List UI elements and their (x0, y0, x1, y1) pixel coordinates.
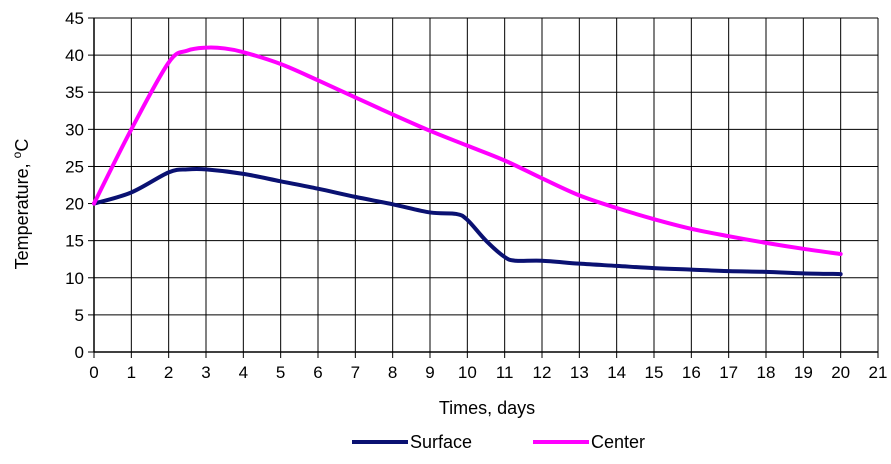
series-line-surface (92, 166, 843, 277)
series-lines (92, 45, 843, 277)
x-tick-label-17: 17 (719, 363, 738, 382)
x-tick-label-14: 14 (607, 363, 626, 382)
axes (88, 17, 879, 358)
x-tick-label-4: 4 (239, 363, 248, 382)
x-tick-label-0: 0 (89, 363, 98, 382)
x-axis-title: Times, days (439, 398, 535, 418)
x-tick-label-19: 19 (794, 363, 813, 382)
x-tick-label-12: 12 (533, 363, 552, 382)
grid (94, 17, 879, 352)
x-tick-label-20: 20 (831, 363, 850, 382)
series-line-center (92, 45, 843, 257)
y-tick-label-30: 30 (65, 120, 84, 139)
y-tick-label-15: 15 (65, 232, 84, 251)
y-tick-label-10: 10 (65, 269, 84, 288)
x-tick-label-13: 13 (570, 363, 589, 382)
x-tick-label-7: 7 (351, 363, 360, 382)
tick-labels: 0 1 2 3 4 5 6 7 8 9 10 11 12 13 14 15 16 17 18 19 20 21051015… (65, 9, 887, 382)
y-tick-label-25: 25 (65, 157, 84, 176)
x-tick-label-15: 15 (645, 363, 664, 382)
y-axis-title-unit: C (12, 139, 32, 152)
x-tick-label-11: 11 (496, 363, 514, 382)
y-tick-label-20: 20 (65, 195, 84, 214)
x-tick-label-1: 1 (127, 363, 136, 382)
y-axis-title-degree: o (10, 151, 24, 158)
x-tick-label-5: 5 (276, 363, 285, 382)
y-tick-label-0: 0 (75, 343, 84, 362)
y-axis-title: Temperature, oC (10, 139, 32, 270)
y-tick-label-40: 40 (65, 46, 84, 65)
y-axis-title-main: Temperature, (12, 158, 32, 269)
x-tick-label-21: 21 (869, 363, 888, 382)
legend: Surface Center (352, 432, 645, 452)
x-tick-label-8: 8 (388, 363, 397, 382)
x-tick-label-10: 10 (458, 363, 477, 382)
x-tick-label-3: 3 (201, 363, 210, 382)
x-tick-label-9: 9 (425, 363, 434, 382)
legend-label-center: Center (591, 432, 645, 452)
y-tick-label-45: 45 (65, 9, 84, 28)
x-tick-label-18: 18 (757, 363, 776, 382)
x-tick-label-16: 16 (682, 363, 701, 382)
legend-label-surface: Surface (410, 432, 472, 452)
y-tick-label-5: 5 (75, 306, 84, 325)
x-tick-label-6: 6 (313, 363, 322, 382)
x-tick-label-2: 2 (164, 363, 173, 382)
y-tick-label-35: 35 (65, 83, 84, 102)
